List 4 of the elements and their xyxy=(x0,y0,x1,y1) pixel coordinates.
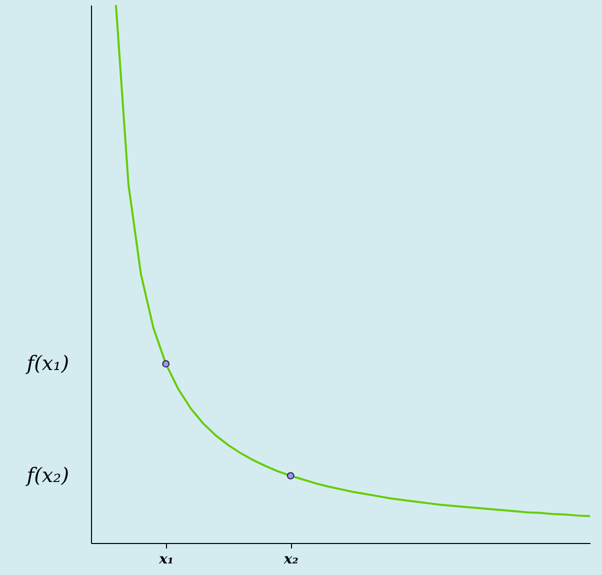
x-tick-label: x₂ xyxy=(282,552,298,568)
x-tick-label: x₁ xyxy=(158,552,174,568)
text: f(x₁) xyxy=(24,350,69,375)
text: f(x₂) xyxy=(24,462,69,487)
